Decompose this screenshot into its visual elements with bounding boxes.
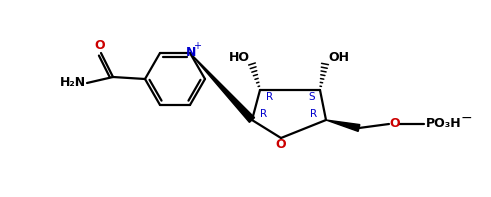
Text: R: R xyxy=(260,109,268,119)
Text: O: O xyxy=(95,38,105,51)
Text: H₂N: H₂N xyxy=(60,75,86,88)
Text: +: + xyxy=(193,41,201,51)
Text: HO: HO xyxy=(228,50,249,63)
Text: R: R xyxy=(310,109,318,119)
Text: PO₃H: PO₃H xyxy=(426,116,462,129)
Text: OH: OH xyxy=(328,50,350,63)
Text: R: R xyxy=(267,92,273,102)
Text: N: N xyxy=(186,46,196,59)
Text: O: O xyxy=(275,138,286,151)
Text: −: − xyxy=(460,111,472,125)
Text: S: S xyxy=(309,92,315,102)
Text: O: O xyxy=(390,116,400,129)
Polygon shape xyxy=(326,120,360,131)
Polygon shape xyxy=(190,53,254,122)
